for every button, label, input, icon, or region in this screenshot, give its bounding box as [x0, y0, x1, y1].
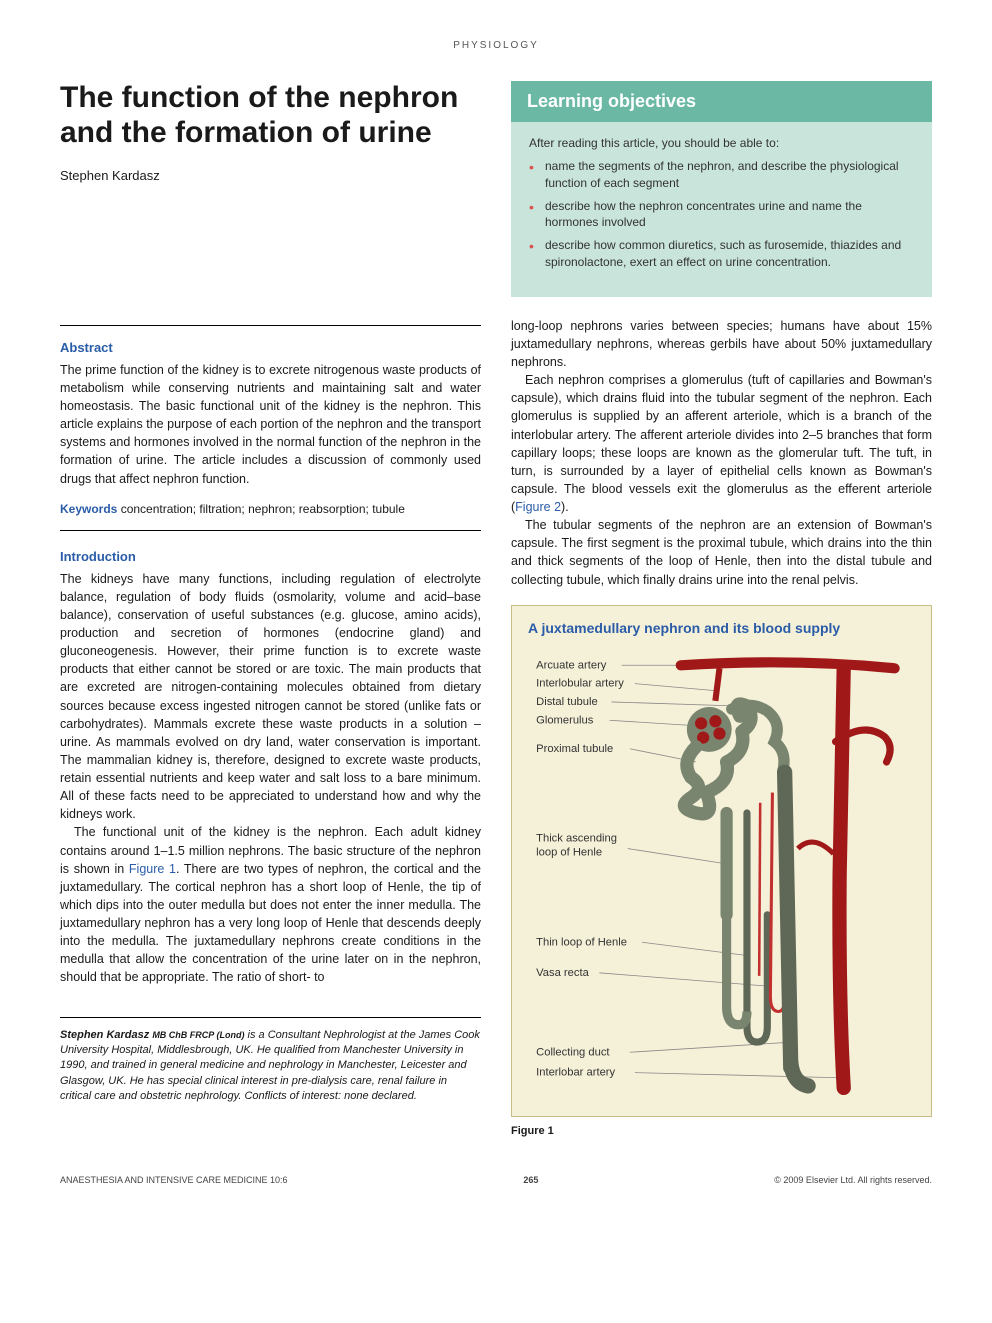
learning-item: describe how common diuretics, such as f…	[529, 237, 914, 271]
footer-right: © 2009 Elsevier Ltd. All rights reserved…	[774, 1175, 932, 1185]
learning-intro: After reading this article, you should b…	[529, 136, 914, 150]
figure-1-title: A juxtamedullary nephron and its blood s…	[528, 620, 915, 636]
learning-objectives-box: Learning objectives After reading this a…	[511, 81, 932, 297]
category-header: PHYSIOLOGY	[60, 40, 932, 51]
label-thick-asc-2: loop of Henle	[536, 846, 602, 858]
right-p2: Each nephron comprises a glomerulus (tuf…	[511, 371, 932, 516]
author-name: Stephen Kardasz	[60, 168, 481, 183]
rule	[60, 325, 481, 326]
right-p1: long-loop nephrons varies between specie…	[511, 317, 932, 371]
text-span: ).	[561, 500, 569, 514]
header-row: The function of the nephron and the form…	[60, 81, 932, 297]
learning-list: name the segments of the nephron, and de…	[529, 158, 914, 271]
text-span: Each nephron comprises a glomerulus (tuf…	[511, 373, 932, 514]
label-proximal: Proximal tubule	[536, 742, 613, 754]
keywords-line: Keywords concentration; filtration; neph…	[60, 502, 481, 516]
label-arcuate: Arcuate artery	[536, 659, 607, 671]
article-title: The function of the nephron and the form…	[60, 81, 481, 150]
footer-left: ANAESTHESIA AND INTENSIVE CARE MEDICINE …	[60, 1175, 288, 1185]
intro-heading: Introduction	[60, 549, 481, 564]
author-bio: Stephen Kardasz MB ChB FRCP (Lond) is a …	[60, 1017, 481, 1105]
label-interlobar: Interlobar artery	[536, 1066, 615, 1078]
abstract-heading: Abstract	[60, 340, 481, 355]
keywords-text: concentration; filtration; nephron; reab…	[121, 502, 405, 516]
figure-1-caption: Figure 1	[511, 1125, 932, 1137]
right-p3: The tubular segments of the nephron are …	[511, 516, 932, 589]
text-span: . There are two types of nephron, the co…	[60, 862, 481, 985]
learning-item: describe how the nephron concentrates ur…	[529, 198, 914, 232]
bio-name: Stephen Kardasz	[60, 1029, 149, 1041]
page-footer: ANAESTHESIA AND INTENSIVE CARE MEDICINE …	[60, 1167, 932, 1185]
page-number: 265	[523, 1175, 538, 1185]
intro-p2: The functional unit of the kidney is the…	[60, 823, 481, 986]
label-interlobular: Interlobular artery	[536, 677, 624, 689]
body-columns: Abstract The prime function of the kidne…	[60, 317, 932, 1137]
bio-creds: MB ChB FRCP (Lond)	[152, 1030, 244, 1040]
label-thick-asc-1: Thick ascending	[536, 832, 617, 844]
label-vasa-recta: Vasa recta	[536, 967, 589, 979]
rule	[60, 530, 481, 531]
learning-item: name the segments of the nephron, and de…	[529, 158, 914, 192]
figure-1-box: A juxtamedullary nephron and its blood s…	[511, 605, 932, 1117]
label-thin-loop: Thin loop of Henle	[536, 936, 627, 948]
label-distal: Distal tubule	[536, 696, 598, 708]
figure-reference[interactable]: Figure 2	[515, 500, 561, 514]
learning-objectives-header: Learning objectives	[511, 81, 932, 122]
label-collecting: Collecting duct	[536, 1046, 610, 1058]
nephron-diagram: Arcuate artery Interlobular artery Dista…	[528, 650, 915, 1098]
figure-reference[interactable]: Figure 1	[129, 862, 176, 876]
intro-p1: The kidneys have many functions, includi…	[60, 570, 481, 824]
label-glomerulus: Glomerulus	[536, 714, 594, 726]
abstract-text: The prime function of the kidney is to e…	[60, 361, 481, 488]
keywords-label: Keywords	[60, 502, 117, 516]
